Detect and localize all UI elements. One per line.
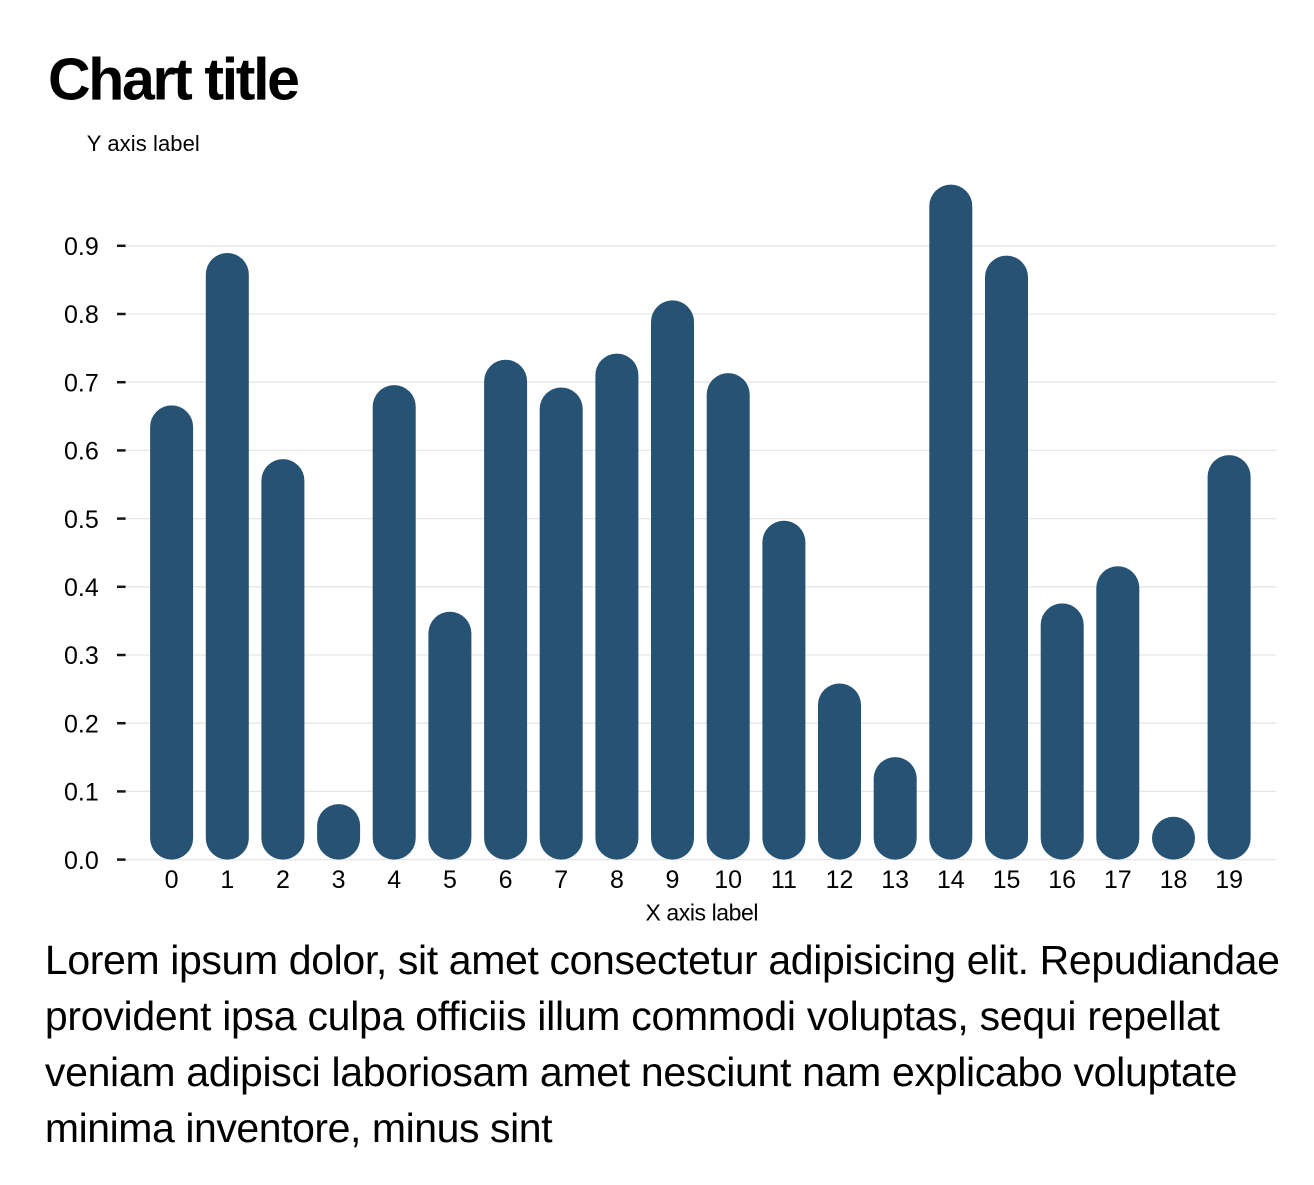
svg-text:13: 13 [881, 866, 909, 894]
svg-text:10: 10 [714, 866, 742, 894]
svg-text:0.7: 0.7 [64, 369, 99, 397]
svg-text:0.8: 0.8 [64, 301, 99, 329]
svg-text:6: 6 [499, 866, 513, 894]
svg-text:0.4: 0.4 [64, 574, 99, 602]
svg-text:0.0: 0.0 [64, 847, 99, 875]
svg-text:X axis label: X axis label [646, 900, 759, 926]
svg-text:15: 15 [993, 866, 1021, 894]
svg-text:Lorem ipsum dolor, sit amet co: Lorem ipsum dolor, sit amet consectetur … [45, 937, 1280, 983]
svg-text:8: 8 [610, 866, 624, 894]
svg-text:0.3: 0.3 [64, 642, 99, 670]
svg-text:0.6: 0.6 [64, 438, 99, 466]
svg-text:18: 18 [1160, 866, 1188, 894]
svg-text:5: 5 [443, 866, 457, 894]
svg-text:12: 12 [826, 866, 854, 894]
svg-text:Chart title: Chart title [48, 47, 300, 113]
svg-text:9: 9 [666, 866, 680, 894]
svg-text:0.5: 0.5 [64, 506, 99, 534]
svg-text:7: 7 [554, 866, 568, 894]
svg-text:4: 4 [387, 866, 401, 894]
svg-text:minima inventore, minus sint: minima inventore, minus sint [45, 1105, 553, 1151]
svg-text:17: 17 [1104, 866, 1132, 894]
svg-text:Y axis label: Y axis label [87, 131, 200, 156]
svg-text:14: 14 [937, 866, 965, 894]
svg-text:0.9: 0.9 [64, 233, 99, 261]
svg-text:0: 0 [165, 866, 179, 894]
svg-text:provident ipsa culpa officiis: provident ipsa culpa officiis illum comm… [45, 993, 1221, 1039]
svg-text:veniam adipisci laboriosam ame: veniam adipisci laboriosam amet nesciunt… [45, 1049, 1238, 1095]
svg-text:1: 1 [220, 866, 234, 894]
svg-text:16: 16 [1048, 866, 1076, 894]
svg-text:3: 3 [332, 866, 346, 894]
svg-text:0.1: 0.1 [64, 779, 99, 807]
svg-text:11: 11 [771, 866, 797, 894]
svg-text:2: 2 [276, 866, 290, 894]
svg-text:19: 19 [1215, 866, 1243, 894]
svg-text:0.2: 0.2 [64, 710, 99, 738]
